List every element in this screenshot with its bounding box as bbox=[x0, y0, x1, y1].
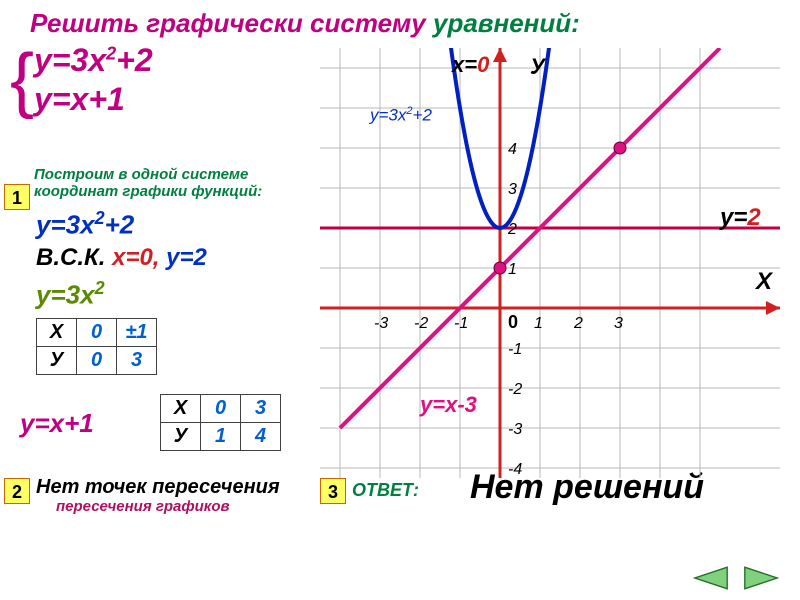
chart-line-label: у=х-3 bbox=[420, 392, 477, 418]
brace-icon: { bbox=[10, 48, 34, 113]
svg-text:-2: -2 bbox=[414, 315, 428, 332]
svg-text:-4: -4 bbox=[508, 461, 522, 478]
step-2-text: Нет точек пересечения bbox=[36, 476, 280, 499]
prev-button[interactable] bbox=[692, 564, 730, 592]
svg-text:3: 3 bbox=[614, 315, 623, 332]
svg-text:-1: -1 bbox=[508, 341, 522, 358]
page-title: Решить графически систему уравнений: bbox=[30, 8, 580, 39]
system-eq1: у=3х2+2 bbox=[34, 42, 153, 79]
title-suffix: уравнений: bbox=[433, 8, 580, 38]
svg-text:-3: -3 bbox=[374, 315, 388, 332]
formula-parabola-base: у=3х2 bbox=[36, 278, 105, 311]
vertex-info: В.С.К. х=0, у=2 bbox=[36, 244, 207, 272]
step-1-badge: 1 bbox=[4, 184, 30, 210]
svg-text:4: 4 bbox=[508, 141, 517, 158]
step-1-text: Построим в одной системе координат графи… bbox=[34, 166, 262, 201]
chart-formula-label: y=3x2+2 bbox=[370, 105, 432, 126]
formula-line: у=х+1 bbox=[20, 408, 94, 439]
svg-text:3: 3 bbox=[508, 181, 517, 198]
chart-x0-label: х=0 bbox=[452, 52, 489, 78]
formula-parabola-shifted: у=3х2+2 bbox=[36, 208, 134, 241]
chart-y2-label: у=2 bbox=[720, 204, 761, 232]
step-2-badge: 2 bbox=[4, 478, 30, 504]
table-parabola: Х0±1 У03 bbox=[36, 318, 157, 375]
chart-y-axis-label: У bbox=[530, 54, 545, 80]
svg-text:0: 0 bbox=[508, 312, 518, 332]
equation-system: { у=3х2+2 у=х+1 bbox=[10, 42, 153, 118]
chart-x-axis-label: Х bbox=[756, 268, 772, 296]
vsk-y: у=2 bbox=[166, 244, 207, 271]
title-prefix: Решить графически систему bbox=[30, 8, 433, 38]
answer-label: ОТВЕТ: bbox=[352, 480, 419, 501]
svg-text:1: 1 bbox=[508, 261, 517, 278]
svg-text:-3: -3 bbox=[508, 421, 522, 438]
vsk-x: х=0, bbox=[112, 244, 159, 271]
svg-text:1: 1 bbox=[534, 315, 543, 332]
table-line: Х03 У14 bbox=[160, 394, 281, 451]
vsk-label: В.С.К. bbox=[36, 244, 105, 271]
svg-text:2: 2 bbox=[573, 315, 583, 332]
svg-text:-1: -1 bbox=[454, 315, 468, 332]
svg-text:-2: -2 bbox=[508, 381, 522, 398]
step-2-subtext: пересечения графиков bbox=[56, 498, 230, 515]
system-eq2: у=х+1 bbox=[34, 81, 153, 118]
step-3-badge: 3 bbox=[320, 478, 346, 504]
next-button[interactable] bbox=[742, 564, 780, 592]
